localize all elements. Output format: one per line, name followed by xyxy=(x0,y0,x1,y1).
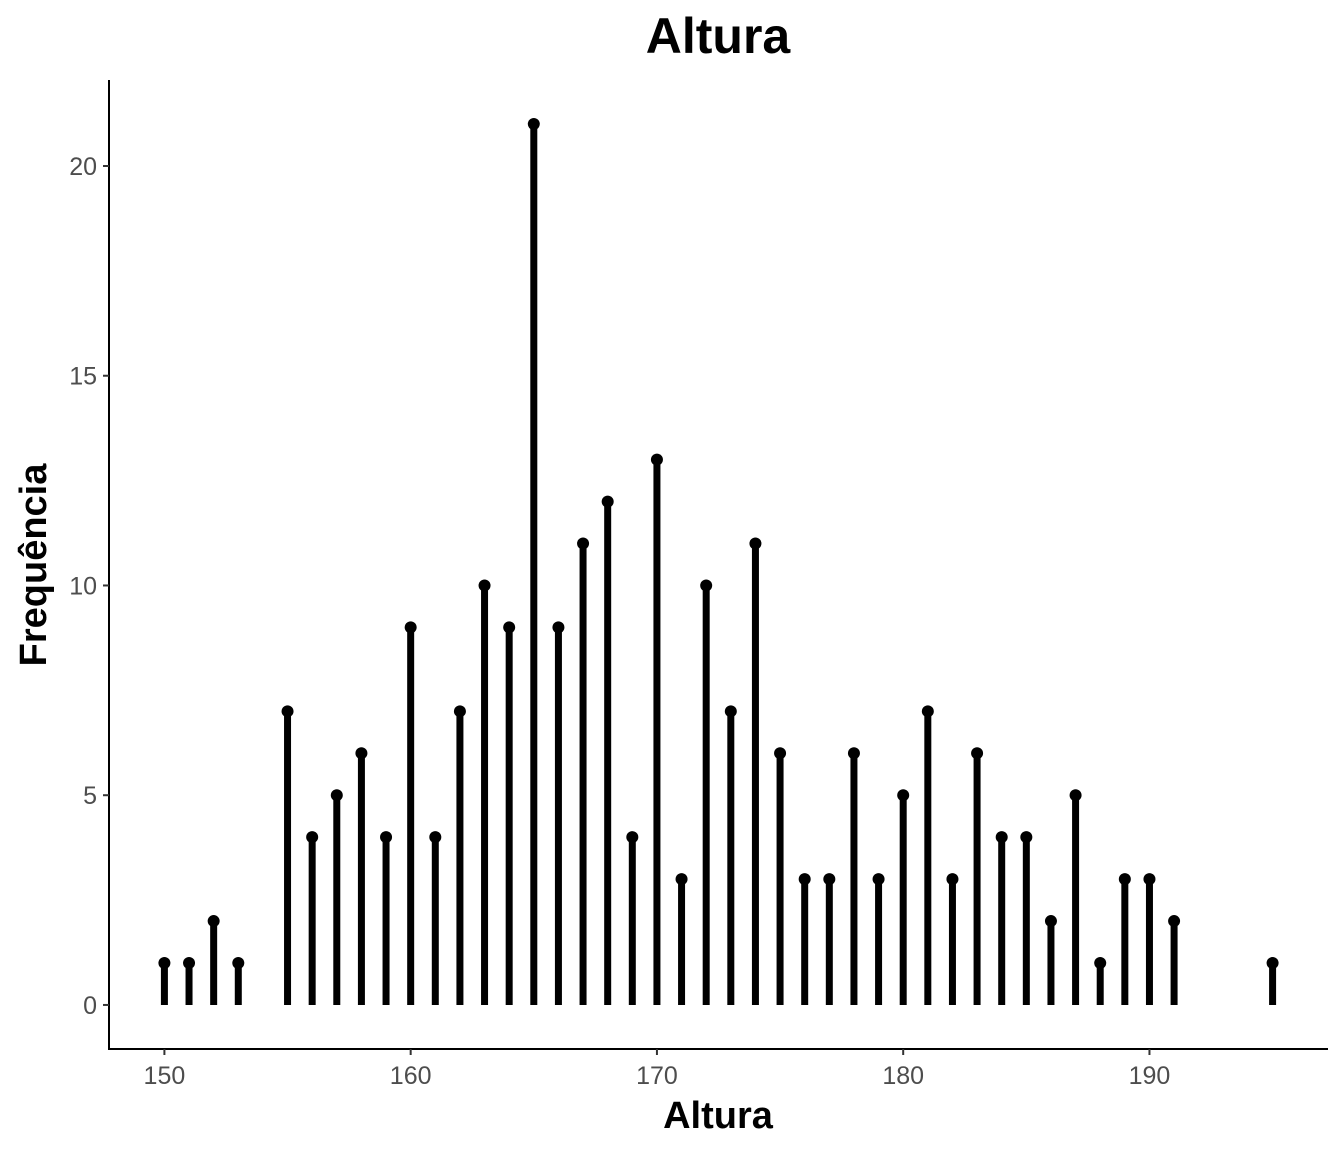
point-159 xyxy=(380,831,393,844)
point-185 xyxy=(1020,831,1033,844)
point-176 xyxy=(798,873,811,886)
x-tick-label-180: 180 xyxy=(882,1062,924,1090)
point-167 xyxy=(577,537,590,550)
point-173 xyxy=(724,705,737,718)
point-175 xyxy=(774,747,787,760)
chart-title: Altura xyxy=(646,8,792,64)
point-186 xyxy=(1044,915,1057,928)
point-161 xyxy=(429,831,442,844)
point-168 xyxy=(601,495,614,508)
point-171 xyxy=(675,873,688,886)
x-axis-title: Altura xyxy=(663,1095,774,1137)
point-174 xyxy=(749,537,762,550)
point-160 xyxy=(404,621,417,634)
point-195 xyxy=(1266,957,1279,970)
data-stems xyxy=(160,124,1277,1005)
y-tick-label-0: 0 xyxy=(83,992,97,1020)
point-165 xyxy=(527,118,540,131)
point-188 xyxy=(1094,957,1107,970)
x-tick-label-170: 170 xyxy=(636,1062,678,1090)
point-157 xyxy=(330,789,343,802)
point-162 xyxy=(453,705,466,718)
y-tick-label-10: 10 xyxy=(69,572,97,600)
point-158 xyxy=(355,747,368,760)
point-151 xyxy=(183,957,196,970)
point-172 xyxy=(700,579,713,592)
point-191 xyxy=(1168,915,1181,928)
point-156 xyxy=(306,831,319,844)
x-tick-label-190: 190 xyxy=(1129,1062,1171,1090)
y-tick-label-5: 5 xyxy=(83,782,97,810)
y-tick-label-15: 15 xyxy=(69,363,97,391)
point-170 xyxy=(650,453,663,466)
point-177 xyxy=(823,873,836,886)
point-163 xyxy=(478,579,491,592)
data-points xyxy=(158,118,1279,970)
point-189 xyxy=(1118,873,1131,886)
point-164 xyxy=(503,621,516,634)
point-155 xyxy=(281,705,294,718)
x-axis-ticks: 150 160 170 180 190 xyxy=(144,1049,1171,1090)
point-179 xyxy=(872,873,885,886)
point-178 xyxy=(847,747,860,760)
point-187 xyxy=(1069,789,1082,802)
point-152 xyxy=(207,915,220,928)
point-183 xyxy=(971,747,984,760)
y-axis-title: Frequência xyxy=(13,463,55,667)
point-153 xyxy=(232,957,245,970)
point-181 xyxy=(921,705,934,718)
point-190 xyxy=(1143,873,1156,886)
point-184 xyxy=(995,831,1008,844)
y-axis-ticks: 0 5 10 15 20 xyxy=(69,153,109,1020)
point-182 xyxy=(946,873,959,886)
y-tick-label-20: 20 xyxy=(69,153,97,181)
point-169 xyxy=(626,831,639,844)
point-166 xyxy=(552,621,565,634)
point-180 xyxy=(897,789,910,802)
point-150 xyxy=(158,957,171,970)
x-tick-label-160: 160 xyxy=(390,1062,432,1090)
x-tick-label-150: 150 xyxy=(144,1062,186,1090)
